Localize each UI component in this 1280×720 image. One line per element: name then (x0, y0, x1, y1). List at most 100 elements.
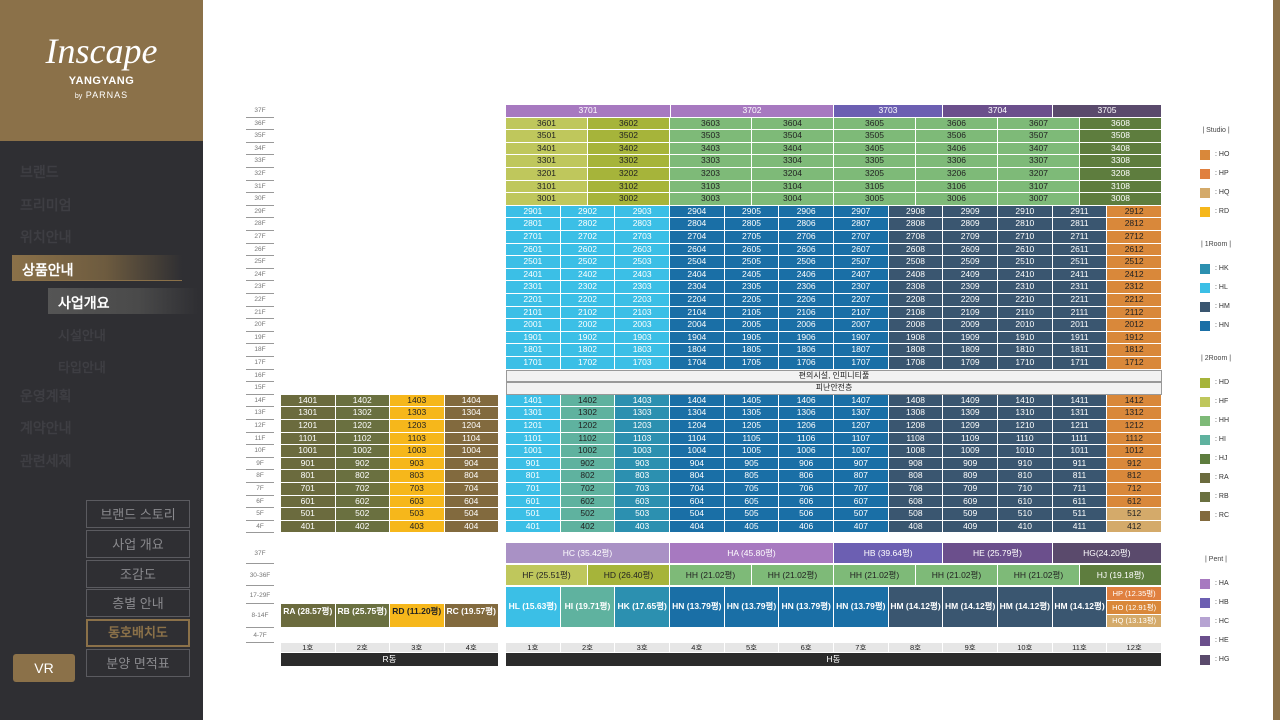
r-ho-cell: 4호 (444, 643, 499, 653)
r-unit-cell: 1103 (390, 432, 445, 446)
unit-cell: 1007 (834, 445, 889, 458)
unit-cell: 2111 (1052, 306, 1108, 320)
unit-cell: 1003 (615, 445, 670, 458)
unit-cell: 410 (998, 520, 1053, 534)
unit-cell: 403 (615, 520, 670, 534)
unit-cell: 803 (615, 470, 670, 483)
r-unit-cell: 701 (281, 483, 336, 496)
unit-cell: 511 (1052, 508, 1108, 521)
nav-premium[interactable]: 프리미엄 (20, 197, 72, 213)
unit-cell: 1409 (943, 394, 998, 408)
birdseye-button[interactable]: 조감도 (86, 560, 190, 588)
vr-button[interactable]: VR (13, 654, 75, 682)
floor-label: 19F (246, 332, 274, 345)
legend-label: : HP (1215, 170, 1229, 177)
unit-cell: 1306 (779, 407, 834, 420)
unit-cell: 1802 (560, 344, 616, 357)
unit-cell: 2411 (1052, 268, 1108, 282)
legend-label: : HI (1215, 436, 1226, 443)
r-unit-cell: 902 (335, 457, 390, 471)
unit-cell: 2509 (943, 256, 998, 269)
unit-cell: 1006 (779, 445, 834, 458)
unit-cell: 2402 (560, 268, 616, 282)
nav-product-info[interactable]: 상품안내 (12, 255, 182, 281)
unit-layout-button[interactable]: 동호배치도 (86, 619, 190, 647)
unit-cell: 602 (560, 495, 616, 509)
nav-business-overview[interactable]: 사업개요 (48, 288, 198, 314)
legend-label: : HJ (1215, 455, 1228, 462)
unit-cell: 3007 (998, 193, 1080, 206)
unit-cell: 2409 (943, 268, 998, 282)
unit-cell: 612 (1107, 495, 1162, 509)
unit-cell: 2602 (560, 243, 616, 257)
unit-cell: 3101 (506, 180, 588, 194)
r-unit-cell: 1002 (335, 445, 390, 458)
unit-cell: 3408 (1080, 142, 1162, 156)
unit-cell: 1009 (943, 445, 998, 458)
nav-type[interactable]: 타입안내 (58, 360, 106, 375)
unit-cell: 2610 (998, 243, 1053, 257)
nav-tax[interactable]: 관련세제 (20, 453, 72, 469)
unit-cell: 2012 (1107, 319, 1162, 332)
amenity-floor-16: 편의시설, 인피니티풀 (506, 369, 1162, 383)
pent-type-cell: HC (35.42평) (506, 543, 670, 564)
unit-cell: 2906 (779, 205, 834, 219)
business-overview-button[interactable]: 사업 개요 (86, 530, 190, 558)
unit-cell: 609 (943, 495, 998, 509)
legend-swatch (1200, 207, 1210, 217)
brand-story-button[interactable]: 브랜드 스토리 (86, 500, 190, 528)
brand-logo[interactable]: Inscape YANGYANG by PARNAS (0, 0, 203, 141)
r-unit-cell: 1104 (444, 432, 499, 446)
nav-brand[interactable]: 브랜드 (20, 164, 59, 180)
unit-cell: 2606 (779, 243, 834, 257)
floor-label: 11F (246, 433, 274, 446)
low-type-cell: HM (14.12평) (888, 587, 944, 628)
r-unit-cell: 1204 (444, 420, 499, 433)
unit-cell: 508 (888, 508, 944, 521)
unit-cell: 2502 (560, 256, 616, 269)
unit-cell: 1811 (1052, 344, 1108, 357)
unit-cell: 1911 (1052, 331, 1108, 345)
area-table-button[interactable]: 분양 면적표 (86, 649, 190, 677)
nav-facility[interactable]: 시설안내 (58, 328, 106, 343)
legend-swatch (1200, 617, 1210, 627)
unit-cell: 3307 (998, 155, 1080, 168)
penthouse-cell: 3705 (1053, 105, 1162, 118)
unit-cell: 2307 (834, 281, 889, 294)
unit-cell: 2104 (670, 306, 725, 320)
nav-operation[interactable]: 운영계획 (20, 388, 72, 404)
unit-cell: 1803 (615, 344, 670, 357)
unit-cell: 501 (506, 508, 561, 521)
unit-cell: 504 (670, 508, 725, 521)
mid-type-cell: HJ (19.18평) (1080, 565, 1162, 586)
h-ho-cell: 10호 (998, 643, 1053, 653)
unit-cell: 2910 (998, 205, 1053, 219)
r-unit-cell: 602 (335, 495, 390, 509)
unit-cell: 406 (779, 520, 834, 534)
unit-cell: 1209 (943, 420, 998, 433)
unit-cell: 1307 (834, 407, 889, 420)
unit-cell: 2808 (888, 218, 944, 231)
unit-cell: 2006 (779, 319, 834, 332)
unit-cell: 1001 (506, 445, 561, 458)
unit-cell: 3508 (1080, 130, 1162, 143)
unit-cell: 1301 (506, 407, 561, 420)
r-unit-cell: 703 (390, 483, 445, 496)
floor-guide-button[interactable]: 층별 안내 (86, 589, 190, 617)
unit-cell: 2611 (1052, 243, 1108, 257)
unit-cell: 1702 (560, 357, 616, 370)
unit-cell: 911 (1052, 457, 1108, 471)
unit-cell: 3305 (834, 155, 916, 168)
unit-cell: 3602 (588, 117, 670, 131)
floor-label: 15F (246, 382, 274, 395)
legend-group-title: | 2Room | (1200, 355, 1232, 362)
floor-label: 21F (246, 307, 274, 320)
unit-cell: 1809 (943, 344, 998, 357)
unit-cell: 409 (943, 520, 998, 534)
nav-contract[interactable]: 계약안내 (20, 420, 72, 436)
r-type-cell: RD (11.20평) (390, 604, 445, 628)
nav-location[interactable]: 위치안내 (20, 229, 72, 245)
unit-cell: 2504 (670, 256, 725, 269)
r-unit-cell: 601 (281, 495, 336, 509)
unit-cell: 905 (724, 457, 780, 471)
